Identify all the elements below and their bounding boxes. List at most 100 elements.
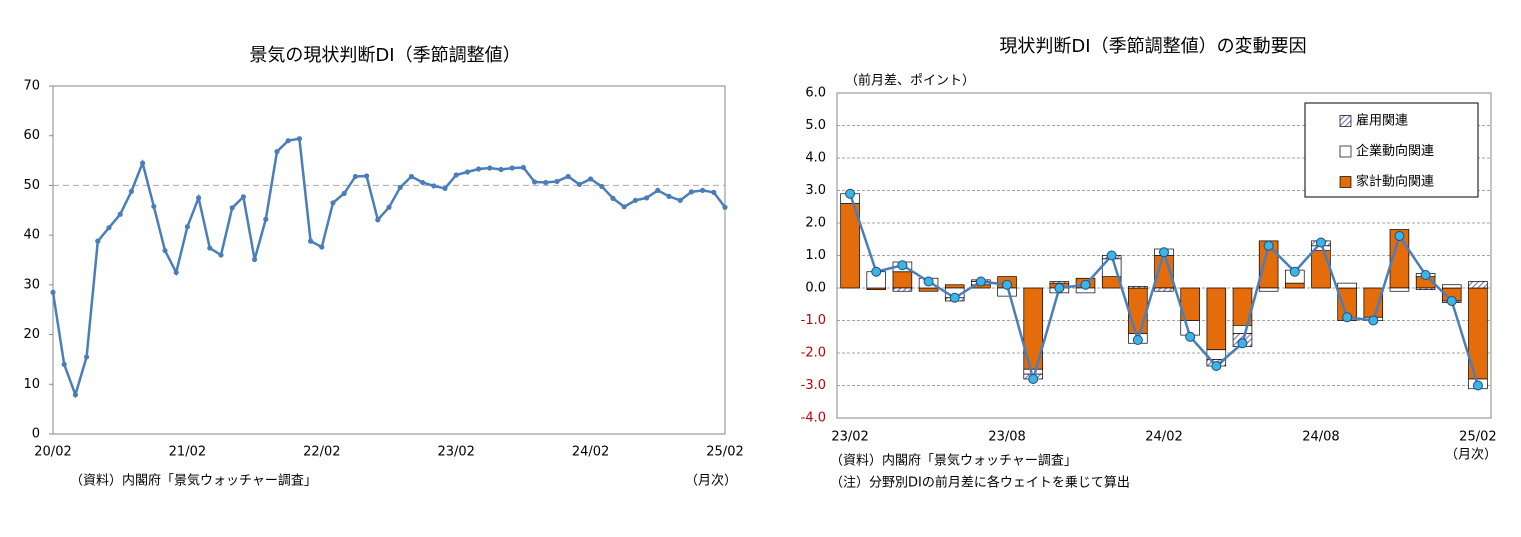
point (1472, 380, 1483, 391)
note: （資料）内閣府「景気ウォッチャー調査」 (70, 473, 317, 489)
point (554, 178, 560, 185)
point (364, 173, 370, 179)
point (196, 195, 202, 201)
x-tick-label: 22/02 (303, 445, 340, 460)
y-tick-label: 40 (23, 228, 40, 243)
point (1394, 231, 1405, 241)
point (677, 197, 683, 203)
bar-segment (944, 284, 965, 289)
x-unit: （月次） (685, 473, 737, 489)
bar-segment (1049, 281, 1070, 284)
point (50, 289, 56, 295)
y-tick-label: -3.0 (801, 378, 826, 393)
bar-segment (1441, 284, 1462, 289)
point (95, 238, 101, 244)
point (897, 260, 908, 271)
point (128, 188, 134, 194)
y-tick-label: 1.0 (805, 248, 826, 263)
point (1289, 266, 1300, 277)
point (975, 276, 986, 287)
point (341, 190, 347, 196)
point (397, 184, 403, 191)
point (1368, 315, 1379, 326)
bar-segment (1389, 287, 1410, 292)
point (1185, 331, 1196, 342)
point (352, 173, 358, 180)
line-series (51, 137, 726, 399)
x-tick-label: 24/02 (572, 445, 609, 460)
point (1132, 335, 1143, 345)
legend-label: 企業動向関連 (1356, 143, 1434, 159)
x-unit: （月次） (1445, 447, 1497, 463)
point (1342, 312, 1353, 323)
y-tick-label: 4.0 (805, 151, 826, 166)
point (509, 165, 515, 171)
y-tick-label: 50 (23, 178, 40, 193)
point (442, 185, 448, 192)
legend-swatch (1339, 115, 1352, 127)
point (464, 169, 470, 175)
point (532, 179, 538, 185)
chart-title: 現状判断DI（季節調整値）の変動要因 (999, 36, 1306, 57)
x-tick-label: 20/02 (34, 445, 71, 460)
point (923, 276, 934, 287)
point (61, 361, 67, 367)
y-tick-label: 2.0 (805, 216, 826, 231)
point (576, 181, 583, 188)
point (487, 165, 493, 171)
point (308, 238, 314, 244)
point (644, 195, 650, 201)
point (565, 173, 571, 180)
point (252, 256, 258, 263)
y-tick-label: 20 (23, 327, 40, 342)
point (84, 354, 90, 360)
point (599, 183, 605, 190)
point (72, 392, 78, 398)
point (666, 193, 672, 199)
point (845, 188, 856, 199)
chart-title: 景気の現状判断DI（季節調整値） (249, 45, 520, 66)
point (688, 189, 695, 195)
x-tick-label: 23/02 (831, 430, 868, 445)
point (588, 176, 594, 182)
point (949, 292, 960, 303)
point (184, 224, 190, 230)
bar-segment (1206, 287, 1227, 351)
y-tick-label: 60 (23, 128, 40, 143)
point (711, 189, 717, 195)
bar-segment (918, 287, 939, 292)
point (420, 179, 426, 186)
bar-segment (1128, 286, 1148, 289)
plot-frame (52, 85, 726, 435)
point (1237, 338, 1248, 349)
bar-segment (1023, 368, 1043, 375)
point (173, 269, 179, 276)
note: （注）分野別DIの前月差に各ウェイトを乗じて算出 (830, 475, 1130, 491)
point (1420, 270, 1431, 280)
point (1054, 283, 1065, 293)
point (453, 172, 459, 178)
y-tick-label: -1.0 (801, 313, 826, 328)
bar-segment (1285, 282, 1305, 289)
point (140, 160, 146, 166)
point (1211, 361, 1222, 371)
point (1106, 250, 1117, 261)
point (117, 211, 123, 217)
point (520, 164, 527, 171)
bar-segment (1311, 250, 1331, 289)
point (1159, 247, 1169, 258)
point (330, 200, 336, 206)
point (1002, 279, 1013, 290)
point (106, 225, 112, 231)
bar-segment (1258, 287, 1279, 292)
point (871, 266, 882, 277)
point (151, 203, 157, 209)
x-tick-label: 23/02 (437, 445, 474, 460)
bar-segment (1232, 325, 1253, 334)
x-tick-label: 24/02 (1145, 430, 1182, 445)
y-tick-label: 6.0 (805, 86, 826, 101)
x-tick-label: 25/02 (1459, 430, 1496, 445)
point (263, 216, 269, 222)
